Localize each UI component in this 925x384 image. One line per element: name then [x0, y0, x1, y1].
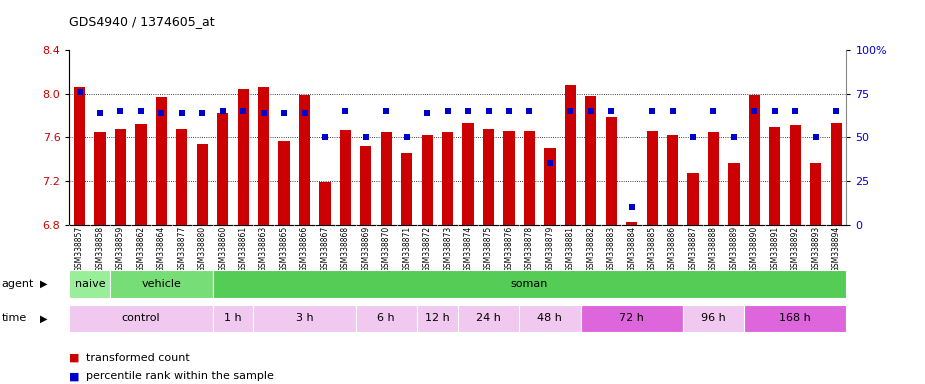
Bar: [155, 97, 167, 225]
Bar: [831, 123, 842, 225]
Bar: [458, 305, 519, 332]
Text: 96 h: 96 h: [701, 313, 726, 323]
Bar: [339, 130, 351, 225]
Text: ■: ■: [69, 371, 80, 381]
Bar: [647, 131, 658, 225]
Text: ▶: ▶: [40, 313, 47, 323]
Bar: [503, 131, 514, 225]
Bar: [115, 129, 126, 225]
Bar: [748, 95, 760, 225]
Bar: [360, 146, 372, 225]
Bar: [744, 305, 846, 332]
Text: 12 h: 12 h: [426, 313, 450, 323]
Bar: [217, 113, 228, 225]
Text: 48 h: 48 h: [537, 313, 562, 323]
Bar: [728, 164, 739, 225]
Bar: [544, 148, 556, 225]
Bar: [197, 144, 208, 225]
Bar: [278, 141, 290, 225]
Text: vehicle: vehicle: [142, 279, 181, 289]
Text: soman: soman: [511, 279, 549, 289]
Bar: [176, 129, 188, 225]
Bar: [69, 270, 110, 298]
Bar: [213, 305, 253, 332]
Bar: [687, 173, 698, 225]
Bar: [442, 132, 453, 225]
Bar: [135, 124, 146, 225]
Text: naive: naive: [75, 279, 105, 289]
Text: agent: agent: [2, 279, 34, 289]
Bar: [319, 182, 330, 225]
Bar: [524, 131, 535, 225]
Bar: [381, 132, 392, 225]
Text: 24 h: 24 h: [476, 313, 501, 323]
Text: 168 h: 168 h: [780, 313, 811, 323]
Bar: [606, 116, 617, 225]
Bar: [299, 95, 310, 225]
Bar: [462, 123, 474, 225]
Bar: [238, 89, 249, 225]
Bar: [94, 132, 105, 225]
Text: 72 h: 72 h: [619, 313, 644, 323]
Bar: [708, 132, 719, 225]
Bar: [422, 135, 433, 225]
Bar: [683, 305, 744, 332]
Text: GDS4940 / 1374605_at: GDS4940 / 1374605_at: [69, 15, 215, 28]
Bar: [483, 129, 494, 225]
Bar: [258, 87, 269, 225]
Text: control: control: [121, 313, 160, 323]
Bar: [213, 270, 846, 298]
Text: 3 h: 3 h: [296, 313, 314, 323]
Text: 1 h: 1 h: [224, 313, 241, 323]
Bar: [69, 305, 213, 332]
Bar: [770, 127, 781, 225]
Bar: [586, 96, 597, 225]
Bar: [564, 85, 576, 225]
Text: ■: ■: [69, 353, 80, 363]
Bar: [626, 222, 637, 225]
Bar: [417, 305, 458, 332]
Bar: [401, 152, 413, 225]
Bar: [355, 305, 417, 332]
Bar: [74, 87, 85, 225]
Bar: [519, 305, 581, 332]
Bar: [253, 305, 355, 332]
Text: ▶: ▶: [40, 279, 47, 289]
Bar: [110, 270, 213, 298]
Text: time: time: [2, 313, 27, 323]
Text: 6 h: 6 h: [377, 313, 395, 323]
Bar: [581, 305, 683, 332]
Bar: [790, 125, 801, 225]
Bar: [667, 135, 678, 225]
Bar: [810, 164, 821, 225]
Text: transformed count: transformed count: [86, 353, 190, 363]
Text: percentile rank within the sample: percentile rank within the sample: [86, 371, 274, 381]
